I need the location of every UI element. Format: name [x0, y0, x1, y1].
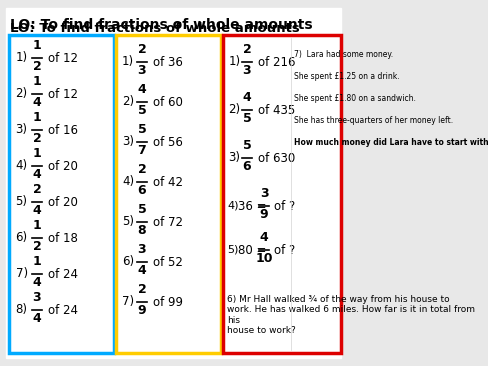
Text: 7): 7) [16, 268, 28, 280]
Text: 4: 4 [33, 168, 41, 181]
Text: 2: 2 [138, 283, 146, 296]
Text: of 24: of 24 [48, 268, 78, 280]
FancyBboxPatch shape [116, 35, 221, 353]
Text: of 12: of 12 [48, 87, 78, 101]
Text: 2: 2 [33, 240, 41, 253]
Text: of 60: of 60 [153, 96, 183, 108]
Text: 36 =: 36 = [238, 199, 266, 213]
Text: 9: 9 [138, 304, 146, 317]
Text: of 20: of 20 [48, 160, 78, 172]
Text: 4: 4 [33, 96, 41, 109]
Text: 4: 4 [138, 264, 146, 277]
Text: 4: 4 [243, 91, 251, 104]
Text: of 435: of 435 [258, 104, 295, 116]
Text: 4): 4) [227, 201, 239, 211]
Text: of 36: of 36 [153, 56, 183, 68]
Text: 4): 4) [122, 176, 134, 188]
Text: She spent £1.80 on a sandwich.: She spent £1.80 on a sandwich. [294, 94, 416, 103]
FancyBboxPatch shape [223, 35, 341, 353]
Text: 1): 1) [16, 52, 28, 64]
Text: 4): 4) [16, 160, 28, 172]
Text: of 12: of 12 [48, 52, 78, 64]
Text: 10: 10 [255, 252, 273, 265]
Text: She has three-quarters of her money left.: She has three-quarters of her money left… [294, 116, 453, 125]
Text: 1: 1 [33, 39, 41, 52]
Text: 80 =: 80 = [238, 243, 266, 257]
Text: 2): 2) [122, 96, 134, 108]
Text: 6): 6) [122, 255, 134, 269]
Text: She spent £1.25 on a drink.: She spent £1.25 on a drink. [294, 72, 400, 81]
Text: LO: To find fractions of whole amounts: LO: To find fractions of whole amounts [10, 18, 312, 32]
Text: of ?: of ? [274, 243, 295, 257]
Text: 1: 1 [33, 111, 41, 124]
Text: 6): 6) [16, 232, 28, 244]
Text: 4: 4 [33, 204, 41, 217]
Text: 8): 8) [16, 303, 28, 317]
Text: 4: 4 [33, 312, 41, 325]
Text: of 24: of 24 [48, 303, 78, 317]
Text: of 18: of 18 [48, 232, 78, 244]
Text: 2: 2 [138, 43, 146, 56]
Text: 1: 1 [33, 147, 41, 160]
Text: 3: 3 [138, 243, 146, 256]
Text: 2: 2 [33, 132, 41, 145]
Text: 7): 7) [122, 295, 134, 309]
Text: 5: 5 [138, 123, 146, 136]
Text: of 42: of 42 [153, 176, 183, 188]
Text: of 216: of 216 [258, 56, 295, 68]
Text: 6: 6 [243, 160, 251, 173]
Text: 3): 3) [16, 123, 28, 137]
Text: of ?: of ? [274, 199, 295, 213]
Text: 2): 2) [16, 87, 28, 101]
Text: 5: 5 [138, 104, 146, 117]
Text: 2: 2 [33, 60, 41, 73]
Text: 5): 5) [122, 216, 134, 228]
Text: 8: 8 [138, 224, 146, 237]
Text: 2: 2 [138, 163, 146, 176]
Text: 3): 3) [122, 135, 134, 149]
Text: 4: 4 [260, 231, 268, 244]
Text: 5): 5) [16, 195, 28, 209]
Text: 4: 4 [138, 83, 146, 96]
Text: 1): 1) [228, 56, 241, 68]
Text: How much money did Lara have to start with?: How much money did Lara have to start wi… [294, 138, 488, 147]
Text: of 56: of 56 [153, 135, 183, 149]
Text: 9: 9 [260, 208, 268, 221]
Text: 4: 4 [33, 276, 41, 289]
Text: LO: To find fractions of whole amounts: LO: To find fractions of whole amounts [10, 22, 300, 35]
Text: 7: 7 [138, 144, 146, 157]
Text: 2): 2) [228, 104, 241, 116]
Text: 5): 5) [227, 245, 239, 255]
Text: 2: 2 [243, 43, 251, 56]
Text: 1): 1) [122, 56, 134, 68]
Text: 3: 3 [33, 291, 41, 304]
Text: 3): 3) [228, 152, 241, 164]
Text: 3: 3 [260, 187, 268, 200]
Text: 1: 1 [33, 255, 41, 268]
Text: of 99: of 99 [153, 295, 183, 309]
Text: 1: 1 [33, 219, 41, 232]
Text: 3: 3 [243, 64, 251, 77]
Text: 5: 5 [243, 139, 251, 152]
Text: 5: 5 [243, 112, 251, 125]
Text: 7)  Lara had some money.: 7) Lara had some money. [294, 50, 393, 59]
Text: of 630: of 630 [258, 152, 295, 164]
Text: of 52: of 52 [153, 255, 183, 269]
Text: 1: 1 [33, 75, 41, 88]
Text: 3: 3 [138, 64, 146, 77]
FancyBboxPatch shape [8, 35, 114, 353]
Text: 5: 5 [138, 203, 146, 216]
Text: of 16: of 16 [48, 123, 78, 137]
Text: 6: 6 [138, 184, 146, 197]
Text: 6) Mr Hall walked ¾ of the way from his house to
work. He has walked 6 miles. Ho: 6) Mr Hall walked ¾ of the way from his … [227, 295, 475, 335]
Text: of 20: of 20 [48, 195, 78, 209]
Text: 2: 2 [33, 183, 41, 196]
Text: of 72: of 72 [153, 216, 183, 228]
FancyBboxPatch shape [6, 8, 341, 358]
